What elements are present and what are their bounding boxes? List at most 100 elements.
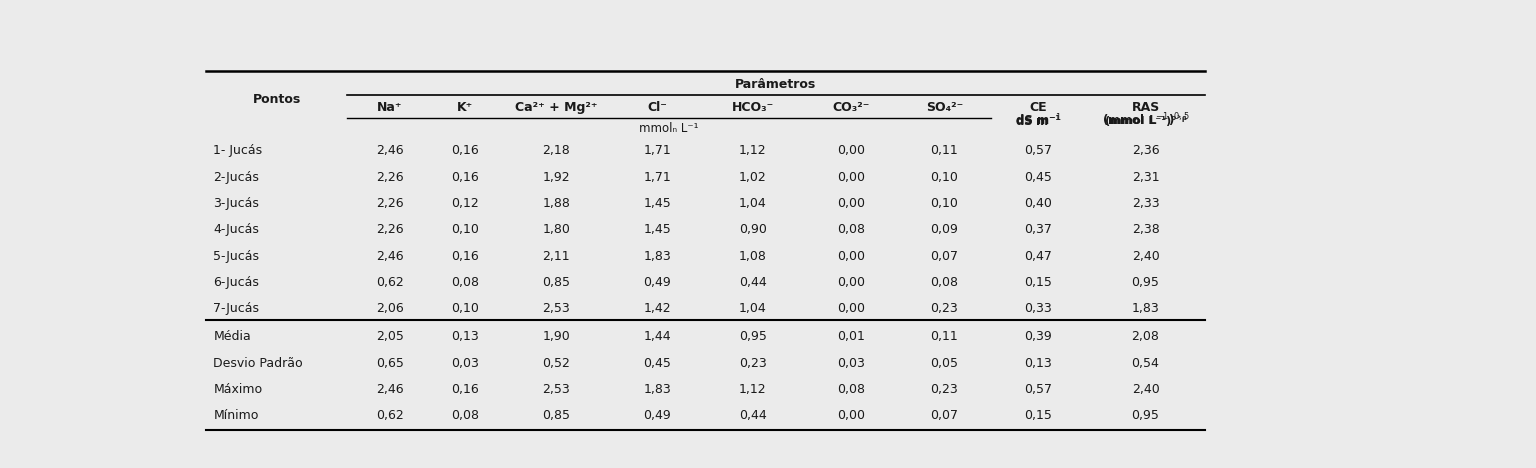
Text: 2,46: 2,46 — [376, 144, 404, 157]
Text: 0,03: 0,03 — [837, 357, 865, 370]
Text: Desvio Padrão: Desvio Padrão — [214, 357, 303, 370]
Text: 0,47: 0,47 — [1025, 249, 1052, 263]
Text: 1,80: 1,80 — [542, 223, 570, 236]
Text: 0,08: 0,08 — [837, 383, 865, 396]
Text: 2,46: 2,46 — [376, 383, 404, 396]
Text: 1,44: 1,44 — [644, 330, 671, 344]
Text: 0,08: 0,08 — [837, 223, 865, 236]
Text: HCO₃⁻: HCO₃⁻ — [731, 102, 774, 115]
Text: 2,26: 2,26 — [376, 197, 404, 210]
Text: 0,45: 0,45 — [644, 357, 671, 370]
Text: 0,23: 0,23 — [931, 302, 958, 315]
Text: 0,57: 0,57 — [1025, 144, 1052, 157]
Text: Na⁺: Na⁺ — [376, 102, 402, 115]
Text: Máximo: Máximo — [214, 383, 263, 396]
Text: 0,13: 0,13 — [1025, 357, 1052, 370]
Text: 0,12: 0,12 — [452, 197, 479, 210]
Text: 0,13: 0,13 — [452, 330, 479, 344]
Text: 1,42: 1,42 — [644, 302, 671, 315]
Text: 0,00: 0,00 — [837, 144, 865, 157]
Text: 1,71: 1,71 — [644, 144, 671, 157]
Text: 0,05: 0,05 — [931, 357, 958, 370]
Text: 1,83: 1,83 — [644, 383, 671, 396]
Text: 2-Jucás: 2-Jucás — [214, 171, 260, 183]
Text: 0,95: 0,95 — [1132, 409, 1160, 422]
Text: 0,10: 0,10 — [452, 223, 479, 236]
Text: 0,65: 0,65 — [376, 357, 404, 370]
Text: 0,03: 0,03 — [452, 357, 479, 370]
Text: 2,36: 2,36 — [1132, 144, 1160, 157]
Text: 0,08: 0,08 — [452, 409, 479, 422]
Text: 0,85: 0,85 — [542, 409, 570, 422]
Text: 2,38: 2,38 — [1132, 223, 1160, 236]
Text: 1,83: 1,83 — [644, 249, 671, 263]
Text: 0,00: 0,00 — [837, 197, 865, 210]
Text: dS m⁻¹: dS m⁻¹ — [1017, 114, 1061, 127]
Text: 0,49: 0,49 — [644, 409, 671, 422]
Text: 0,45: 0,45 — [1025, 171, 1052, 183]
Text: Mínimo: Mínimo — [214, 409, 258, 422]
Text: 1,45: 1,45 — [644, 223, 671, 236]
Text: 1- Jucás: 1- Jucás — [214, 144, 263, 157]
Text: 1,12: 1,12 — [739, 383, 766, 396]
Text: 0,00: 0,00 — [837, 276, 865, 289]
Text: Ca²⁺ + Mg²⁺: Ca²⁺ + Mg²⁺ — [515, 102, 598, 115]
Text: 2,26: 2,26 — [376, 171, 404, 183]
Text: 0,10: 0,10 — [931, 171, 958, 183]
Text: 0,16: 0,16 — [452, 171, 479, 183]
Text: 2,05: 2,05 — [376, 330, 404, 344]
Text: 0,11: 0,11 — [931, 144, 958, 157]
Text: 0,08: 0,08 — [452, 276, 479, 289]
Text: 0,33: 0,33 — [1025, 302, 1052, 315]
Text: 0,15: 0,15 — [1025, 276, 1052, 289]
Text: 1,02: 1,02 — [739, 171, 766, 183]
Text: 0,44: 0,44 — [739, 276, 766, 289]
Text: 7-Jucás: 7-Jucás — [214, 302, 260, 315]
Text: 2,40: 2,40 — [1132, 249, 1160, 263]
Text: 2,18: 2,18 — [542, 144, 570, 157]
Text: 0,39: 0,39 — [1025, 330, 1052, 344]
Text: 4-Jucás: 4-Jucás — [214, 223, 260, 236]
Text: 1,45: 1,45 — [644, 197, 671, 210]
Text: 0,00: 0,00 — [837, 302, 865, 315]
Text: 0,16: 0,16 — [452, 144, 479, 157]
Text: 0,52: 0,52 — [542, 357, 570, 370]
Text: Média: Média — [214, 330, 252, 344]
Text: 0,07: 0,07 — [931, 249, 958, 263]
Text: 0,95: 0,95 — [739, 330, 766, 344]
Text: 1,12: 1,12 — [739, 144, 766, 157]
Text: 2,11: 2,11 — [542, 249, 570, 263]
Text: 1,08: 1,08 — [739, 249, 766, 263]
Text: 0,08: 0,08 — [931, 276, 958, 289]
Text: CE: CE — [1029, 102, 1048, 115]
Text: RAS: RAS — [1132, 102, 1160, 115]
Text: 2,31: 2,31 — [1132, 171, 1160, 183]
Text: 2,33: 2,33 — [1132, 197, 1160, 210]
Text: 1,71: 1,71 — [644, 171, 671, 183]
Text: Cl⁻: Cl⁻ — [648, 102, 667, 115]
Text: mmolₙ L⁻¹: mmolₙ L⁻¹ — [639, 123, 699, 135]
Text: 0,09: 0,09 — [931, 223, 958, 236]
Text: 0,07: 0,07 — [931, 409, 958, 422]
Text: 1,88: 1,88 — [542, 197, 570, 210]
Text: 0,90: 0,90 — [739, 223, 766, 236]
Text: 2,46: 2,46 — [376, 249, 404, 263]
Text: 1,92: 1,92 — [542, 171, 570, 183]
Text: 0,23: 0,23 — [931, 383, 958, 396]
Text: 0,85: 0,85 — [542, 276, 570, 289]
Text: 0,23: 0,23 — [739, 357, 766, 370]
Text: 0,16: 0,16 — [452, 383, 479, 396]
Text: K⁺: K⁺ — [458, 102, 473, 115]
Text: 0,00: 0,00 — [837, 171, 865, 183]
Text: 0,62: 0,62 — [376, 409, 404, 422]
Text: 0,49: 0,49 — [644, 276, 671, 289]
Text: 0,00: 0,00 — [837, 409, 865, 422]
Text: 0,54: 0,54 — [1132, 357, 1160, 370]
Text: 0,62: 0,62 — [376, 276, 404, 289]
Text: 5-Jucás: 5-Jucás — [214, 249, 260, 263]
Text: Pontos: Pontos — [252, 93, 301, 106]
Text: 0,57: 0,57 — [1025, 383, 1052, 396]
Text: 0,10: 0,10 — [931, 197, 958, 210]
Text: 0,37: 0,37 — [1025, 223, 1052, 236]
Text: 1,83: 1,83 — [1132, 302, 1160, 315]
